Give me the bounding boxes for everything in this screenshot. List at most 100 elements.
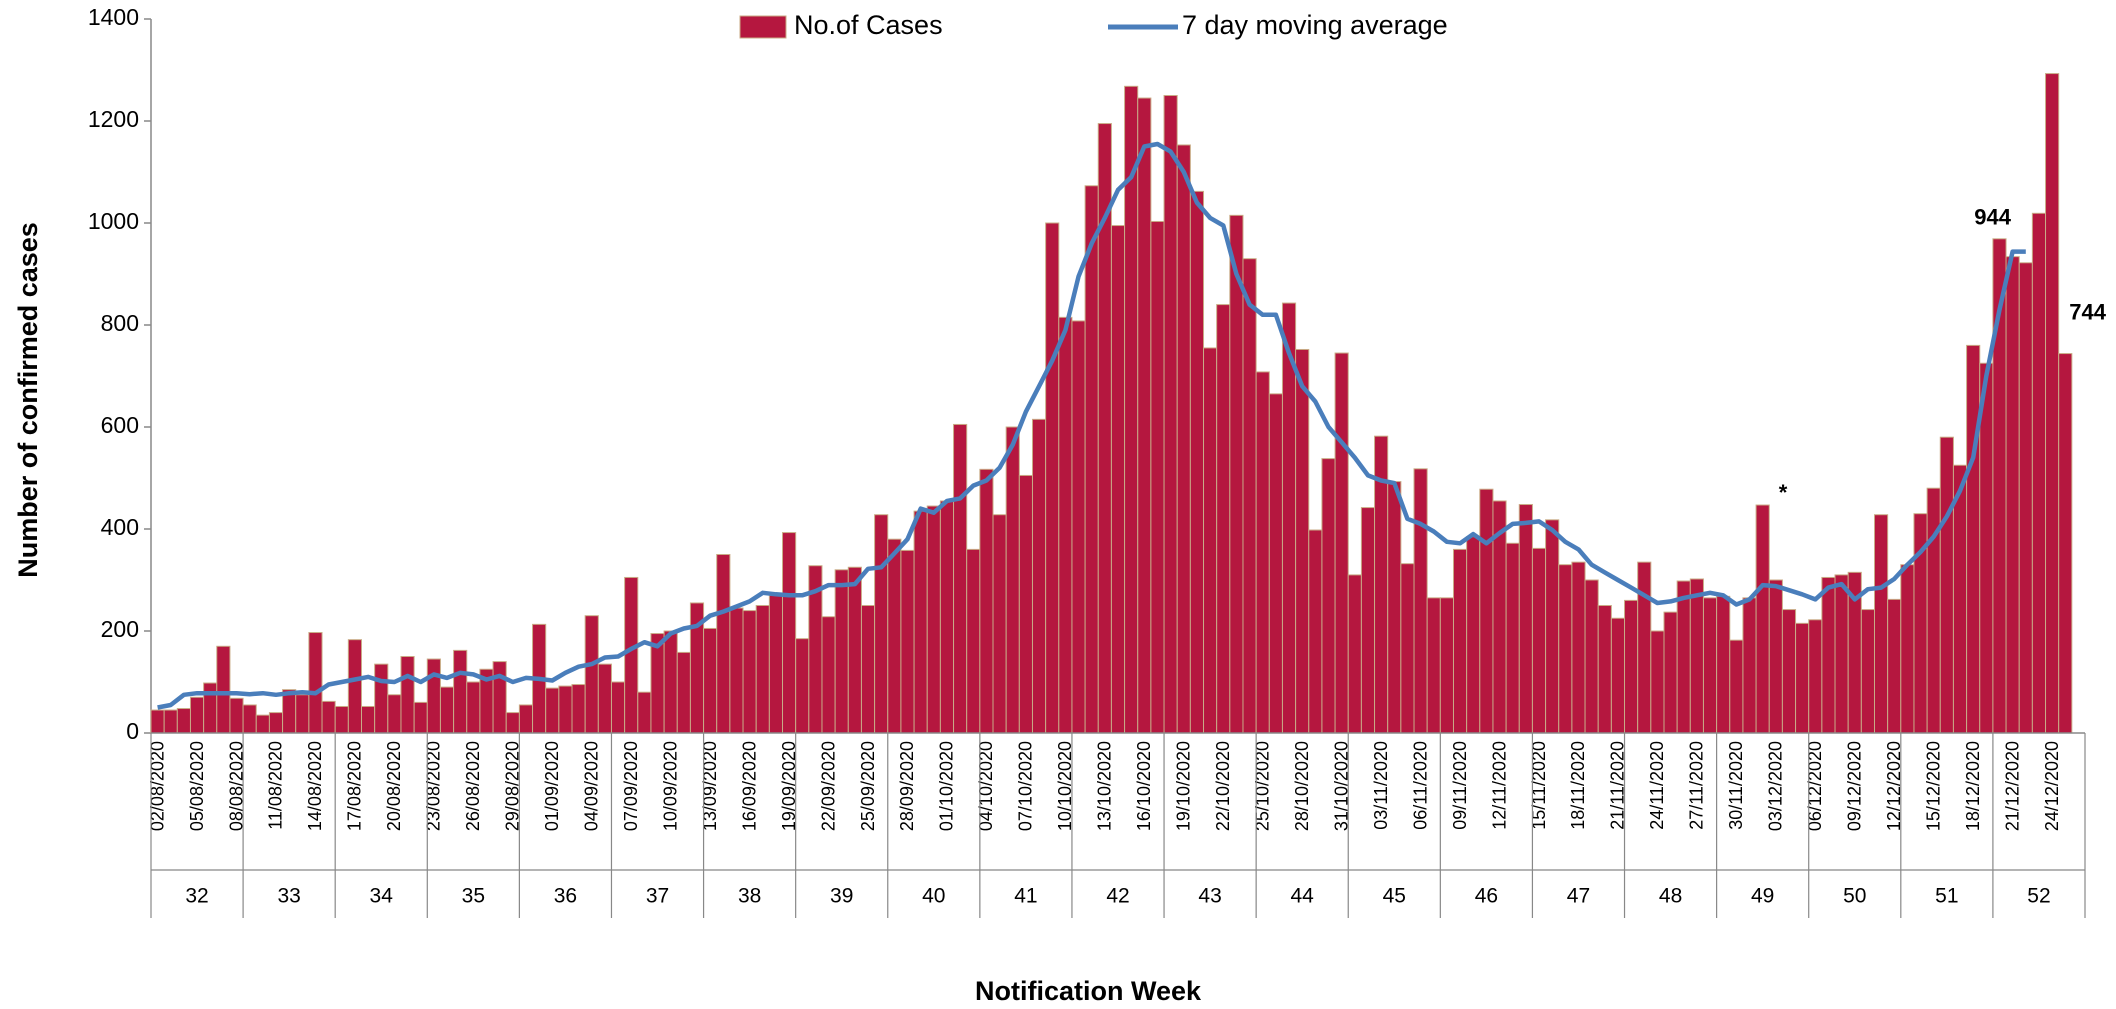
week-label: 37 [646, 885, 669, 908]
bar [1610, 617, 1626, 734]
annotation: * [1779, 480, 1788, 505]
week-label: 43 [1198, 885, 1221, 908]
x-tick-label: 09/12/2020 [1845, 741, 1865, 831]
x-tick-label: 20/08/2020 [384, 741, 404, 831]
y-tick-label: 0 [126, 718, 139, 744]
bar [1531, 547, 1547, 734]
bar [716, 554, 731, 734]
bar [505, 712, 520, 734]
x-tick-label: 25/09/2020 [858, 741, 878, 831]
x-tick-label: 05/08/2020 [187, 741, 207, 831]
bar [1295, 348, 1310, 734]
bar [1176, 144, 1191, 734]
bar [1334, 352, 1349, 734]
bar [1163, 95, 1178, 734]
bar [216, 645, 231, 734]
x-tick-label: 31/10/2020 [1331, 741, 1351, 831]
x-tick-label: 07/10/2020 [1016, 741, 1036, 831]
bar [1571, 561, 1586, 734]
bar [203, 682, 218, 734]
legend-label: No.of Cases [794, 10, 943, 40]
bar [1729, 639, 1744, 734]
bar [176, 708, 191, 734]
bar [229, 697, 244, 734]
week-label: 45 [1383, 885, 1406, 908]
week-label: 33 [277, 885, 300, 908]
legend-label: 7 day moving average [1182, 10, 1448, 40]
x-tick-label: 03/11/2020 [1371, 741, 1391, 830]
week-label: 49 [1751, 885, 1774, 908]
bar [1624, 599, 1639, 734]
x-tick-label: 25/10/2020 [1252, 741, 1272, 831]
bar [282, 689, 297, 734]
bar [1952, 464, 1968, 734]
bar [518, 704, 534, 734]
bar [1347, 574, 1362, 734]
bar [1071, 320, 1086, 734]
x-tick-label: 06/12/2020 [1805, 741, 1825, 831]
x-tick-label: 12/12/2020 [1884, 741, 1904, 831]
data-label: 944 [1974, 204, 2011, 229]
bar [1242, 258, 1257, 734]
x-tick-label: 11/08/2020 [266, 741, 286, 830]
bar [492, 661, 507, 734]
bar [1742, 597, 1757, 734]
bar [1189, 190, 1205, 734]
x-tick-label: 01/10/2020 [937, 741, 957, 831]
bar [2031, 212, 2047, 734]
bar [1755, 504, 1770, 734]
x-tick-label: 24/11/2020 [1647, 741, 1667, 830]
bar [768, 594, 784, 734]
bar [1584, 579, 1599, 734]
bar [255, 714, 270, 734]
week-label: 50 [1843, 885, 1866, 908]
bar [637, 691, 652, 734]
bar [545, 687, 560, 734]
bar [268, 712, 284, 734]
bar [1545, 519, 1560, 734]
bar [729, 607, 744, 734]
week-label: 44 [1291, 885, 1315, 908]
x-tick-label: 06/11/2020 [1410, 741, 1430, 830]
x-tick-label: 18/11/2020 [1568, 741, 1588, 830]
bar [782, 532, 797, 734]
bar [1400, 563, 1415, 734]
y-tick-label: 1200 [88, 106, 139, 132]
bar [1150, 220, 1165, 734]
bar [1466, 536, 1481, 734]
bar [1873, 514, 1889, 734]
bar [558, 685, 573, 734]
week-label: 51 [1935, 885, 1958, 908]
bar [1426, 597, 1441, 734]
bar [1597, 605, 1612, 734]
bar [795, 638, 810, 734]
x-tick-label: 10/09/2020 [660, 741, 680, 831]
bar [347, 639, 363, 734]
week-label: 35 [462, 885, 485, 908]
week-label: 46 [1475, 885, 1498, 908]
x-tick-label: 19/09/2020 [779, 741, 799, 831]
bar [1702, 597, 1718, 734]
bar [1387, 481, 1402, 734]
week-label: 36 [554, 885, 577, 908]
y-tick-label: 800 [101, 310, 139, 336]
x-tick-label: 13/09/2020 [700, 741, 720, 831]
bar [2005, 256, 2020, 734]
y-axis-title: Number of confirmed cases [13, 222, 43, 578]
bar [163, 709, 178, 734]
x-tick-label: 04/09/2020 [581, 741, 601, 831]
bar [1821, 576, 1836, 734]
x-tick-label: 16/10/2020 [1134, 741, 1154, 831]
bar [926, 505, 941, 734]
x-tick-label: 04/10/2020 [976, 741, 996, 831]
bar [1229, 214, 1244, 734]
bar [1887, 598, 1902, 734]
legend-swatch [739, 15, 787, 39]
bar [1137, 97, 1152, 734]
bar [1689, 578, 1704, 734]
bar [1558, 564, 1573, 734]
bar [874, 514, 889, 734]
bar [1452, 548, 1468, 734]
x-tick-label: 18/12/2020 [1963, 741, 1983, 831]
bar [1031, 418, 1047, 734]
